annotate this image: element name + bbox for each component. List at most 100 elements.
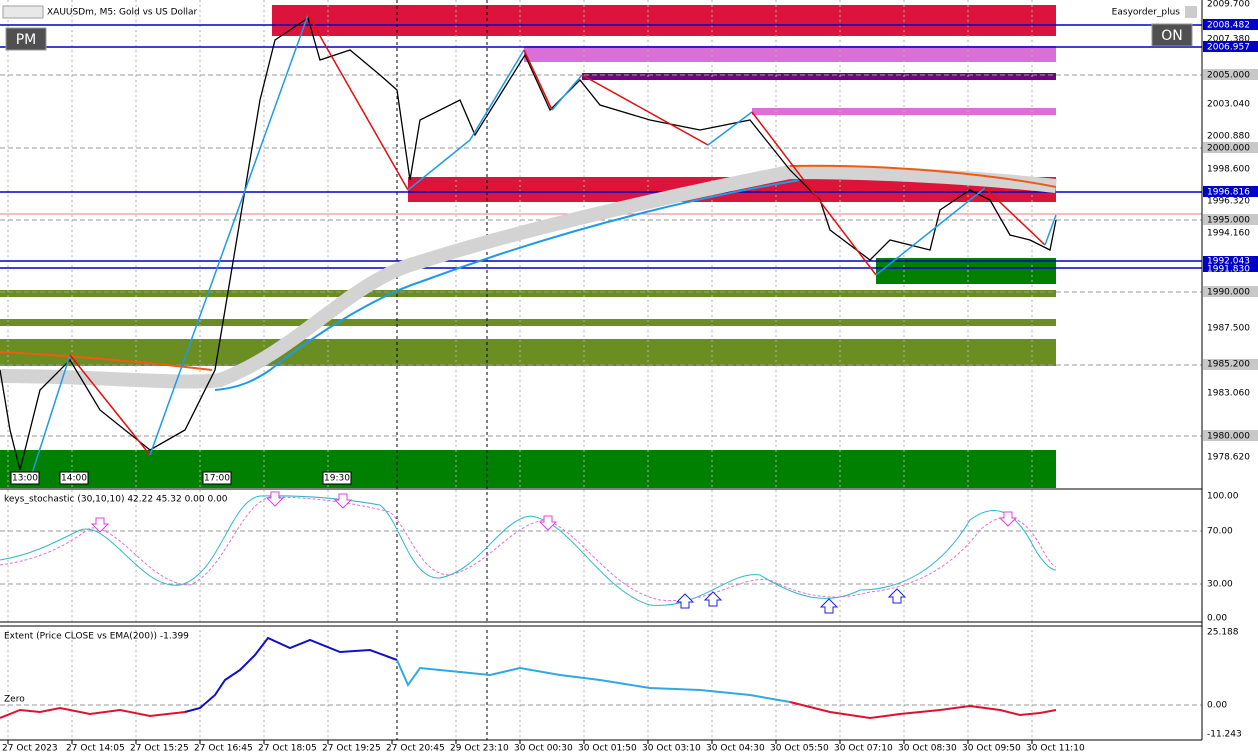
stochastic-title: keys_stochastic (30,10,10) 42.22 45.32 0… <box>4 495 228 505</box>
extent-negative <box>789 701 1057 720</box>
zone <box>0 450 1056 488</box>
sell-arrow <box>998 511 1018 527</box>
price-label: 2000.880 <box>1207 132 1250 142</box>
stoch-level: 70.00 <box>1207 527 1233 537</box>
zigzag-up <box>29 354 71 481</box>
price-label: 2008.482 <box>1207 21 1250 31</box>
hour-marker-box <box>202 471 232 485</box>
extent-positive <box>184 636 398 713</box>
extent-level: 25.188 <box>1207 628 1239 638</box>
price-label: 2000.000 <box>1207 144 1250 154</box>
zone <box>0 319 1056 326</box>
time-label: 27 Oct 16:45 <box>194 744 253 754</box>
zigzag-down <box>523 49 553 111</box>
stoch-level: 30.00 <box>1207 580 1233 590</box>
price-label: 1991.830 <box>1207 265 1250 275</box>
price-tag <box>1203 69 1258 80</box>
price-tag <box>1203 256 1258 272</box>
time-label: 30 Oct 11:10 <box>1026 744 1085 754</box>
expert-icon <box>1185 6 1197 18</box>
hour-marker: 14:00 <box>61 474 87 484</box>
zero-label: Zero <box>4 695 25 705</box>
price-label: 1985.200 <box>1207 360 1250 370</box>
price-tag <box>1203 41 1258 52</box>
price-label: 1983.060 <box>1207 389 1250 399</box>
extent-level: 0.00 <box>1207 701 1227 711</box>
zigzag-down <box>984 187 1046 246</box>
hour-marker: 13:00 <box>12 474 38 484</box>
extent-level: -11.243 <box>1207 730 1242 740</box>
zone <box>272 5 1056 36</box>
pm-button[interactable] <box>5 27 47 51</box>
price-tag <box>1203 142 1258 153</box>
extent-negative <box>0 706 186 719</box>
time-label: 30 Oct 05:50 <box>770 744 829 754</box>
on-button[interactable] <box>1151 23 1193 47</box>
price-label: 1987.500 <box>1207 324 1250 334</box>
ma-line <box>0 351 213 371</box>
buy-arrow <box>819 598 839 614</box>
price-label: 2007.380 <box>1207 35 1250 45</box>
zigzag-up <box>875 187 986 276</box>
hour-marker-box <box>322 471 352 485</box>
zigzag-down <box>307 14 409 191</box>
time-label: 27 Oct 18:05 <box>258 744 317 754</box>
time-label: 30 Oct 00:30 <box>514 744 573 754</box>
zigzag-up <box>1044 214 1057 246</box>
pm-button-label: PM <box>16 32 37 48</box>
hour-marker: 19:30 <box>324 474 350 484</box>
price-tag <box>1203 19 1258 30</box>
zigzag-up <box>407 49 525 191</box>
buy-arrow <box>703 591 723 607</box>
sell-arrow <box>90 517 110 533</box>
price-label: 1996.320 <box>1207 197 1250 207</box>
time-label: 30 Oct 07:10 <box>834 744 893 754</box>
zigzag-up <box>551 74 583 111</box>
price-label: 1995.000 <box>1207 216 1250 226</box>
sell-arrow <box>333 493 353 509</box>
stoch-level: 0.00 <box>1207 614 1227 624</box>
stochastic-signal <box>0 496 1057 602</box>
time-label: 30 Oct 03:10 <box>642 744 701 754</box>
price-label: 1994.160 <box>1207 229 1250 239</box>
zone <box>524 46 1056 62</box>
price-label: 2005.000 <box>1207 71 1250 81</box>
ma-line <box>789 164 1057 188</box>
expert-name: Easyorder_plus <box>1112 8 1181 18</box>
price-label: 1992.043 <box>1207 257 1250 267</box>
price-tag <box>1203 359 1258 370</box>
zigzag-up <box>707 111 753 146</box>
stochastic-main <box>0 495 1057 606</box>
extent-positive <box>396 659 791 703</box>
zigzag-down <box>751 111 877 276</box>
zones <box>0 5 1056 488</box>
on-button-label: ON <box>1161 28 1183 44</box>
price-label: 1990.000 <box>1207 288 1250 298</box>
hour-marker-box <box>10 471 40 485</box>
zigzag-down <box>69 354 151 456</box>
time-label: 27 Oct 2023 <box>2 744 58 754</box>
time-label: 27 Oct 15:25 <box>130 744 189 754</box>
zone <box>876 258 1056 284</box>
price-line <box>0 16 1057 471</box>
price-tag <box>1203 286 1258 297</box>
sell-arrow <box>265 491 285 507</box>
price-label: 1998.600 <box>1207 165 1250 175</box>
time-label: 29 Oct 23:10 <box>450 744 509 754</box>
time-label: 27 Oct 14:05 <box>66 744 125 754</box>
price-label: 1978.620 <box>1207 453 1250 463</box>
hour-marker-box <box>59 471 89 485</box>
ma-band <box>0 164 1057 389</box>
zone <box>0 290 1056 297</box>
symbol-icons[interactable] <box>2 5 44 19</box>
price-label: 2009.700 <box>1207 0 1250 10</box>
time-label: 27 Oct 20:45 <box>386 744 445 754</box>
time-axis: 27 Oct 2023 27 Oct 14:05 27 Oct 15:25 27 Oc… <box>2 740 1085 754</box>
levels <box>0 24 1202 437</box>
price-label: 2003.040 <box>1207 100 1250 110</box>
price-label: 2006.957 <box>1207 43 1250 53</box>
price-tag <box>1203 186 1258 197</box>
zigzag-up <box>149 14 309 456</box>
extent-title: Extent (Price CLOSE vs EMA(200)) -1.399 <box>4 632 189 642</box>
hour-marker: 17:00 <box>204 474 230 484</box>
